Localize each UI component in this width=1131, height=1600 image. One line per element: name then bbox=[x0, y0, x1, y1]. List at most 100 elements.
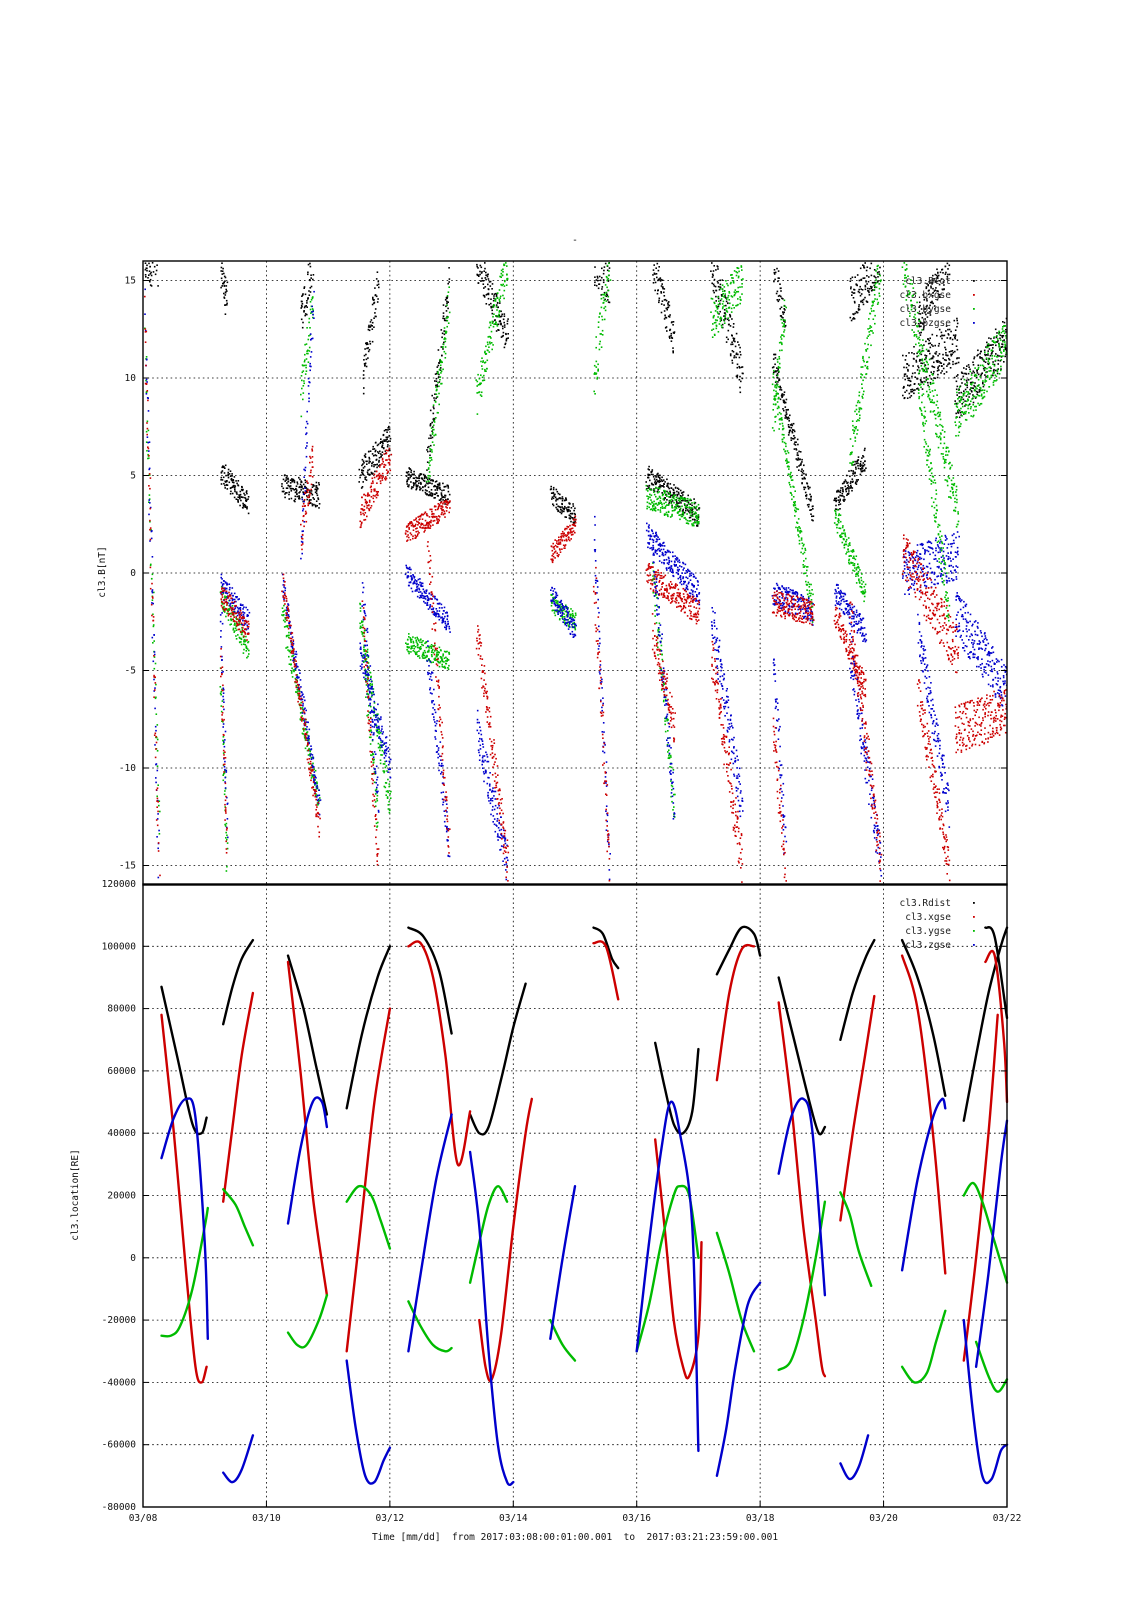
data-point bbox=[564, 528, 566, 531]
data-point bbox=[289, 487, 292, 490]
data-point bbox=[220, 705, 223, 707]
data-point bbox=[655, 475, 657, 477]
data-point bbox=[389, 469, 392, 472]
data-point bbox=[367, 689, 369, 691]
data-point bbox=[292, 488, 294, 490]
data-point bbox=[387, 444, 389, 446]
data-point bbox=[219, 655, 222, 658]
data-point bbox=[406, 530, 409, 533]
data-point bbox=[440, 513, 443, 516]
data-point bbox=[608, 843, 610, 845]
data-point bbox=[378, 461, 380, 463]
data-point bbox=[312, 313, 314, 316]
data-point bbox=[491, 309, 493, 312]
data-point bbox=[505, 284, 508, 286]
data-point bbox=[448, 664, 450, 667]
data-point bbox=[600, 700, 602, 703]
data-point bbox=[482, 360, 484, 362]
data-point bbox=[557, 540, 560, 542]
data-point bbox=[430, 492, 432, 494]
data-point bbox=[366, 661, 369, 663]
data-point bbox=[243, 648, 245, 651]
data-point bbox=[559, 610, 561, 613]
data-point bbox=[550, 601, 553, 604]
data-point bbox=[305, 721, 308, 723]
data-point bbox=[381, 733, 384, 735]
data-point bbox=[314, 792, 316, 795]
data-point bbox=[493, 818, 496, 820]
data-point bbox=[287, 649, 289, 651]
data-point bbox=[368, 711, 370, 714]
data-point bbox=[599, 673, 601, 675]
data-point bbox=[606, 276, 608, 279]
data-point bbox=[298, 497, 300, 500]
data-point bbox=[435, 492, 438, 495]
data-point bbox=[301, 715, 303, 717]
data-point bbox=[447, 498, 449, 501]
data-point bbox=[418, 482, 420, 484]
data-point bbox=[411, 590, 414, 593]
data-point bbox=[371, 321, 374, 324]
data-point bbox=[233, 481, 235, 484]
data-point bbox=[420, 477, 423, 479]
data-point bbox=[437, 505, 440, 508]
data-point bbox=[361, 633, 364, 635]
data-point bbox=[597, 287, 600, 290]
data-point bbox=[237, 500, 239, 502]
data-point bbox=[559, 615, 562, 617]
data-point bbox=[557, 492, 560, 495]
data-point bbox=[647, 474, 650, 477]
data-point bbox=[363, 629, 366, 632]
data-point bbox=[436, 366, 439, 368]
data-point bbox=[375, 708, 377, 711]
data-point bbox=[295, 691, 297, 693]
data-point bbox=[505, 863, 508, 865]
data-point bbox=[148, 262, 150, 265]
data-point bbox=[430, 598, 432, 600]
data-point bbox=[410, 651, 412, 653]
data-point bbox=[306, 313, 308, 316]
data-point bbox=[443, 820, 446, 823]
data-point bbox=[282, 614, 284, 617]
data-point bbox=[302, 519, 304, 522]
data-point bbox=[649, 493, 651, 496]
data-point bbox=[567, 531, 570, 533]
data-point bbox=[552, 599, 554, 602]
data-point bbox=[239, 613, 242, 616]
data-point bbox=[384, 477, 386, 480]
data-point bbox=[484, 277, 487, 279]
data-point bbox=[476, 263, 478, 266]
data-point bbox=[372, 296, 374, 299]
data-point bbox=[553, 545, 555, 548]
data-point bbox=[484, 687, 486, 690]
data-point bbox=[311, 766, 314, 768]
data-point bbox=[307, 502, 310, 505]
data-point bbox=[366, 665, 368, 667]
data-point bbox=[498, 311, 501, 313]
data-point bbox=[488, 785, 491, 787]
data-point bbox=[149, 528, 151, 531]
data-point bbox=[561, 539, 564, 541]
data-point bbox=[489, 324, 492, 327]
data-point bbox=[155, 819, 158, 821]
data-point bbox=[156, 818, 159, 820]
data-point bbox=[490, 798, 492, 800]
data-point bbox=[444, 352, 447, 355]
data-point bbox=[487, 791, 489, 794]
data-point bbox=[506, 322, 509, 325]
data-point bbox=[360, 513, 362, 516]
data-point bbox=[419, 481, 422, 484]
data-point bbox=[554, 496, 557, 498]
data-point bbox=[372, 772, 375, 775]
data-point bbox=[424, 602, 426, 604]
data-point bbox=[419, 489, 421, 491]
data-point bbox=[370, 691, 373, 694]
data-point bbox=[285, 595, 287, 598]
data-point bbox=[155, 696, 157, 699]
data-point bbox=[224, 608, 226, 611]
data-point bbox=[224, 739, 226, 741]
data-point bbox=[370, 680, 373, 683]
data-point bbox=[476, 709, 479, 712]
data-point bbox=[570, 538, 572, 540]
data-point bbox=[426, 654, 428, 657]
